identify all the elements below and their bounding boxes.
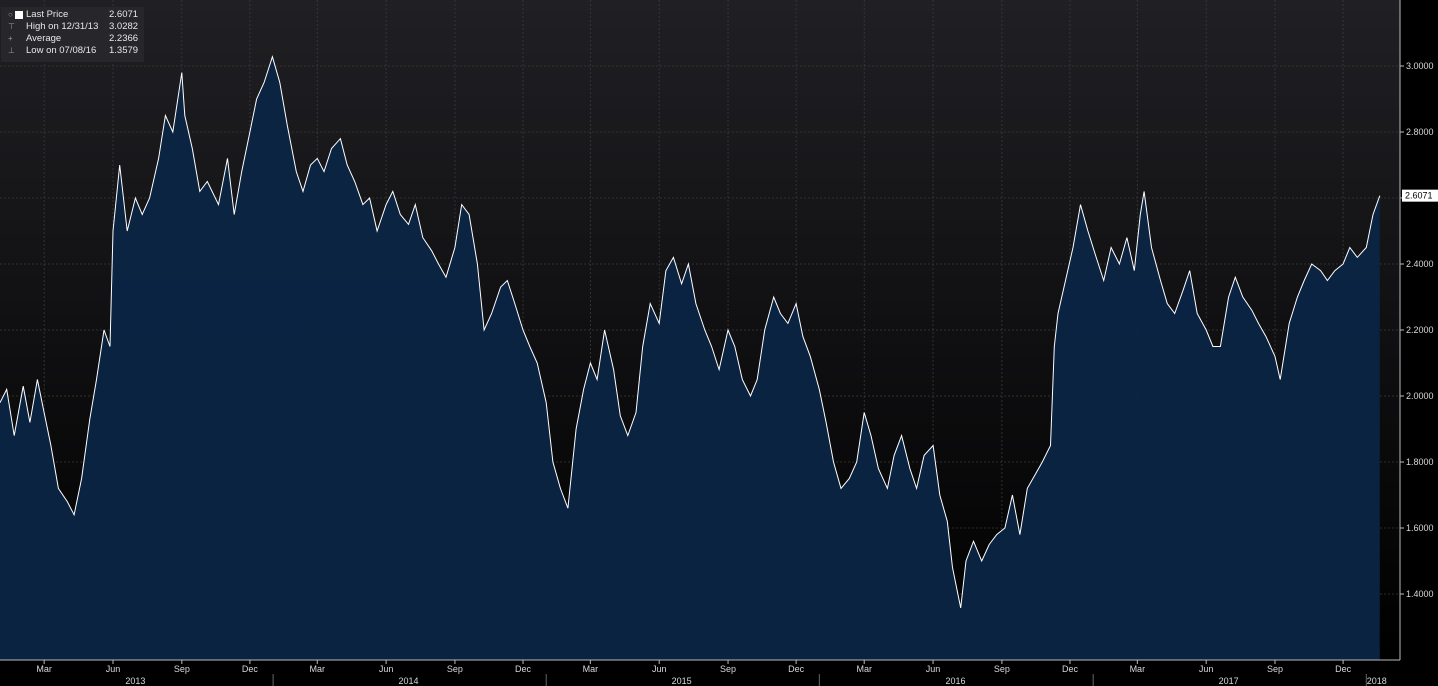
legend-label: High on 12/31/13 (26, 21, 99, 32)
x-tick-label: Dec (515, 664, 532, 674)
x-tick-label: Mar (583, 664, 599, 674)
legend-row-high: ⊤ High on 12/31/13 3.0282 (7, 21, 144, 33)
price-area (0, 56, 1380, 660)
x-year-label: 2014 (399, 676, 419, 686)
legend-value: 1.3579 (109, 45, 139, 56)
legend-marker-icon: ○ (8, 10, 13, 19)
x-year-label: 2015 (672, 676, 692, 686)
legend-row-last: ○ Last Price 2.6071 (7, 9, 144, 21)
legend-value: 2.2366 (109, 33, 139, 44)
y-tick-label: 2.8000 (1406, 127, 1434, 137)
x-tick-label: Jun (379, 664, 394, 674)
y-tick-label: 2.4000 (1406, 259, 1434, 269)
last-price-tag: 2.6071 (1402, 189, 1438, 202)
legend-label: Last Price (26, 9, 69, 20)
y-tick-label: 2.2000 (1406, 325, 1434, 335)
x-tick-label: Mar (856, 664, 872, 674)
y-tick-label: 1.6000 (1406, 523, 1434, 533)
last-price-swatch-icon (15, 11, 23, 19)
price-line (0, 54, 1381, 608)
x-tick-label: Sep (1267, 664, 1283, 674)
x-year-label: 2018 (1367, 676, 1387, 686)
x-tick-label: Mar (1130, 664, 1146, 674)
y-tick-label: 1.4000 (1406, 589, 1434, 599)
legend-value: 2.6071 (109, 9, 139, 20)
legend-value: 3.0282 (109, 21, 139, 32)
low-marker-icon: ⊥ (8, 46, 15, 55)
x-tick-label: Dec (1062, 664, 1079, 674)
x-tick-label: Jun (106, 664, 121, 674)
legend-row-average: + Average 2.2366 (7, 33, 144, 45)
y-tick-label: 3.0000 (1406, 61, 1434, 71)
legend-label: Average (26, 33, 62, 44)
legend: ○ Last Price 2.6071 ⊤ High on 12/31/13 3… (1, 7, 144, 62)
x-tick-label: Sep (994, 664, 1010, 674)
x-tick-label: Mar (310, 664, 326, 674)
x-tick-label: Dec (242, 664, 259, 674)
x-tick-label: Sep (174, 664, 190, 674)
x-year-label: 2017 (1219, 676, 1239, 686)
last-price-tag-label: 2.6071 (1405, 191, 1433, 201)
x-tick-label: Dec (788, 664, 805, 674)
x-tick-label: Mar (36, 664, 52, 674)
average-marker-icon: + (8, 34, 13, 43)
x-year-label: 2016 (945, 676, 965, 686)
x-tick-label: Jun (1199, 664, 1214, 674)
x-year-label: 2013 (125, 676, 145, 686)
y-tick-label: 1.8000 (1406, 457, 1434, 467)
x-tick-label: Sep (447, 664, 463, 674)
x-tick-label: Sep (720, 664, 736, 674)
high-marker-icon: ⊤ (8, 22, 15, 31)
x-tick-label: Dec (1335, 664, 1352, 674)
x-tick-label: Jun (926, 664, 941, 674)
y-tick-label: 2.0000 (1406, 391, 1434, 401)
x-axis-ticks: Mar Jun Sep Dec Mar Jun Sep Dec Mar Jun Sep Dec Mar J… (36, 660, 1387, 686)
x-tick-label: Jun (652, 664, 667, 674)
legend-row-low: ⊥ Low on 07/08/16 1.3579 (7, 45, 144, 57)
legend-label: Low on 07/08/16 (26, 45, 97, 56)
last-price-tag-bg (1402, 189, 1438, 202)
